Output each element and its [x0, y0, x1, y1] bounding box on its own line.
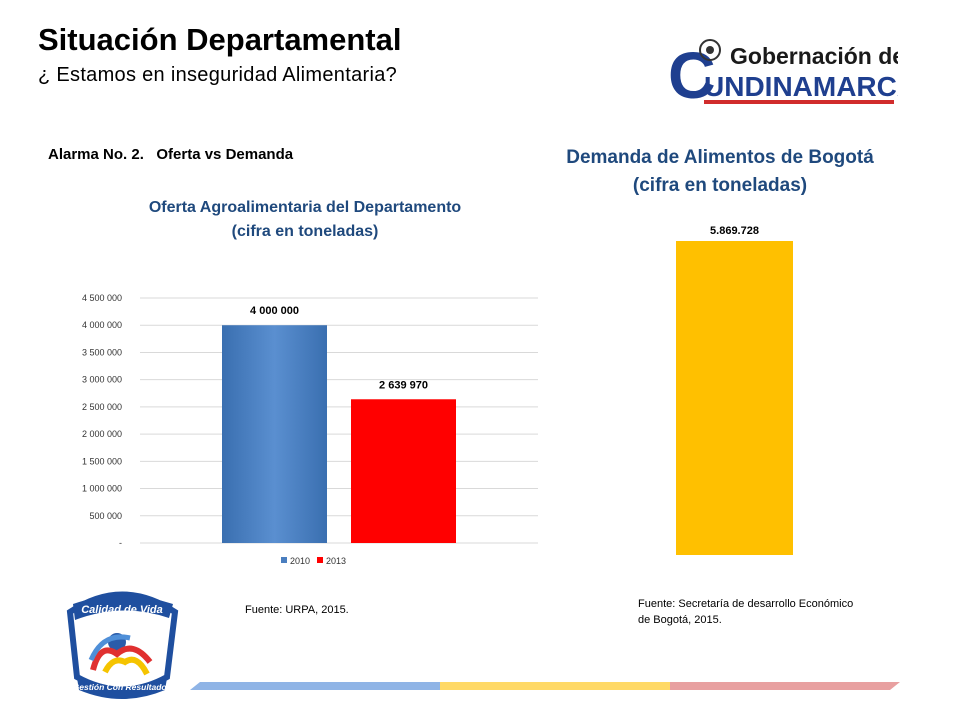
- page-title: Situación Departamental: [38, 22, 402, 57]
- oferta-y-tick-label: -: [119, 538, 122, 548]
- red-arc-icon: [90, 645, 153, 671]
- demanda-chart-title: Demanda de Alimentos de Bogotá (cifra en…: [530, 144, 910, 200]
- demanda-bars: [676, 241, 793, 555]
- oferta-chart-title: Oferta Agroalimentaria del Departamento …: [110, 196, 500, 244]
- demanda-title-line1: Demanda de Alimentos de Bogotá: [566, 147, 874, 168]
- oferta-y-axis: - 500 000 1 000 000 1 500 000 2 000 000 2 500…: [82, 293, 122, 548]
- coat-of-arms-center: [706, 46, 714, 54]
- oferta-title-line2: (cifra en toneladas): [231, 223, 379, 240]
- logo-line2: UNDINAMARCA: [704, 71, 898, 102]
- page-subtitle: ¿ Estamos en inseguridad Alimentaria?: [38, 64, 398, 86]
- demanda-bar: [676, 241, 793, 555]
- logo-bottom-text: Gestión Con Resultados: [73, 682, 172, 692]
- yellow-arc-icon: [102, 656, 150, 676]
- oferta-data-labels: 4 000 000 2 639 970: [250, 305, 428, 391]
- footer-stripe-red: [670, 682, 900, 690]
- oferta-y-tick-label: 4 000 000: [82, 320, 122, 330]
- calidad-de-vida-logo: Calidad de Vida Gestión Con Resultados: [66, 591, 179, 699]
- oferta-y-tick-label: 3 500 000: [82, 347, 122, 357]
- oferta-y-tick-label: 3 000 000: [82, 375, 122, 385]
- logo-bottom-ribbon: [77, 678, 167, 699]
- oferta-y-tick-label: 2 000 000: [82, 429, 122, 439]
- demanda-data-label: 5.869.728: [710, 225, 759, 237]
- blue-arc-icon: [88, 634, 131, 662]
- logo-red-underline: [704, 100, 894, 104]
- demanda-title-line2: (cifra en toneladas): [632, 175, 808, 196]
- oferta-y-tick-label: 1 500 000: [82, 456, 122, 466]
- oferta-gridlines: [140, 297, 538, 544]
- logo-top-text: Calidad de Vida: [81, 604, 163, 616]
- footer-color-stripe: [190, 682, 900, 690]
- oferta-data-label: 4 000 000: [250, 305, 299, 317]
- oferta-data-label: 2 639 970: [379, 379, 428, 391]
- oferta-y-tick-label: 1 000 000: [82, 484, 122, 494]
- oferta-bar-2013: [351, 399, 456, 543]
- oferta-source: Fuente: URPA, 2015.: [245, 604, 349, 616]
- oferta-legend-swatch: [281, 557, 287, 563]
- gobernacion-logo: C Gobernación de UNDINAMARCA: [668, 38, 898, 106]
- footer-stripe-blue: [190, 682, 440, 690]
- oferta-legend: 2010 2013: [281, 556, 346, 566]
- oferta-legend-label: 2010: [290, 556, 310, 566]
- oferta-y-tick-label: 2 500 000: [82, 402, 122, 412]
- alarm-label: Alarma No. 2. Oferta vs Demanda: [48, 146, 294, 163]
- logo-top-ribbon: [73, 595, 173, 620]
- oferta-legend-swatch: [317, 557, 323, 563]
- demanda-source: Fuente: Secretaría de desarrollo Económi…: [638, 598, 854, 626]
- demanda-data-labels: 5.869.728: [710, 225, 759, 237]
- oferta-title-line1: Oferta Agroalimentaria del Departamento: [148, 199, 462, 216]
- logo-line1: Gobernación de: [730, 43, 898, 69]
- oferta-legend-label: 2013: [326, 556, 346, 566]
- oferta-bars: [222, 325, 456, 543]
- coat-of-arms-icon: [699, 39, 721, 61]
- oferta-y-tick-label: 4 500 000: [82, 293, 122, 303]
- footer-stripe-yellow: [440, 682, 670, 690]
- oferta-bar-2010: [222, 325, 327, 543]
- oferta-y-tick-label: 500 000: [89, 511, 122, 521]
